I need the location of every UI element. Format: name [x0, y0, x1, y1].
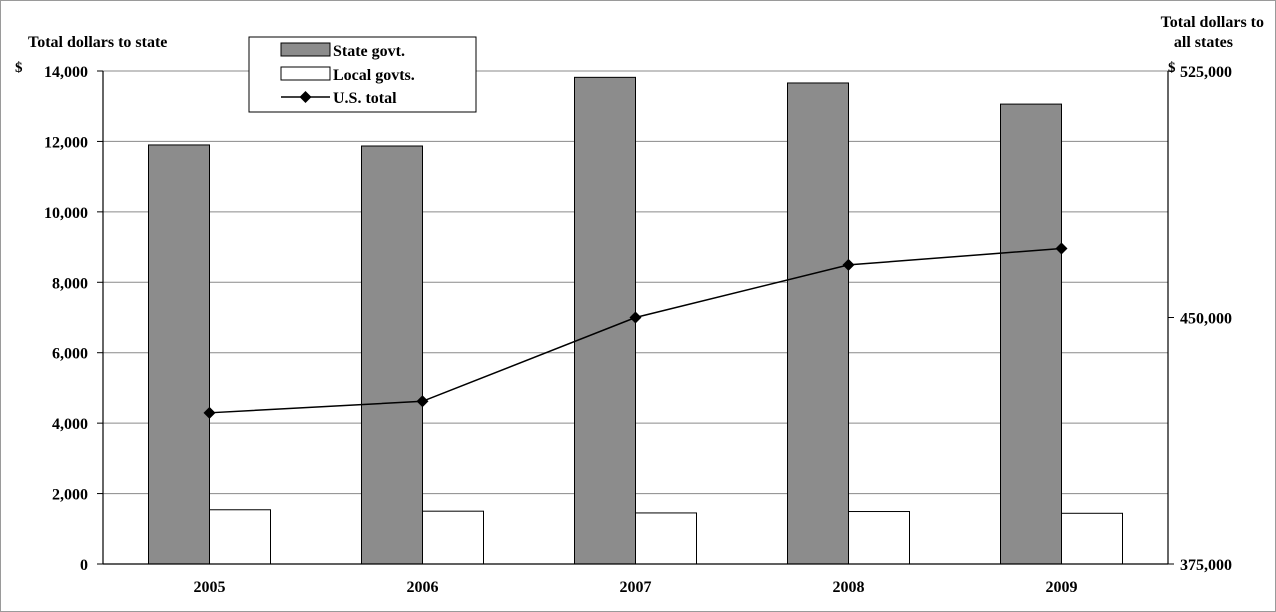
right-tick-label: 375,000: [1180, 557, 1232, 574]
bar-state: [148, 144, 210, 565]
us-total-point: [416, 395, 429, 408]
y-left-label: Total dollars to state: [28, 34, 167, 51]
bar-local: [209, 509, 271, 565]
left-tick-label: 2,000: [52, 487, 88, 504]
legend-marker-diamond: [299, 91, 312, 103]
legend-label-local: Local govts.: [333, 67, 415, 84]
y-right-label-line2: all states: [1174, 34, 1233, 51]
y-right-label-line1: Total dollars to: [1161, 14, 1264, 31]
left-tick-label: 0: [80, 557, 88, 574]
bar-local: [635, 512, 697, 565]
left-tick-label: 4,000: [52, 416, 88, 433]
bar-state: [574, 76, 636, 565]
bar-local: [422, 510, 484, 565]
bar-local: [848, 511, 910, 565]
legend-swatch-local: [280, 66, 331, 81]
x-tick-label: 2007: [620, 579, 652, 596]
legend: State govt. Local govts. U.S. total: [248, 36, 477, 113]
left-tick-label: 8,000: [52, 275, 88, 292]
bar-state: [787, 82, 849, 565]
left-tick-label: 14,000: [44, 64, 88, 81]
legend-swatch-state: [280, 42, 331, 57]
left-tick-label: 12,000: [44, 134, 88, 151]
legend-label-state: State govt.: [333, 43, 405, 60]
us-total-point: [203, 406, 216, 419]
x-tick-label: 2005: [194, 579, 226, 596]
us-total-point: [1055, 242, 1068, 255]
x-tick-label: 2006: [407, 579, 439, 596]
x-tick-label: 2008: [833, 579, 865, 596]
x-tick-label: 2009: [1046, 579, 1078, 596]
bars: [148, 76, 1123, 565]
tick-labels: 0 2,000 4,000 6,000 8,000 10,000 12,000 14,000 3…: [44, 64, 1232, 596]
bar-state: [1000, 103, 1062, 565]
us-total-point: [842, 258, 855, 271]
bar-local: [1061, 512, 1123, 565]
right-tick-label: 450,000: [1180, 311, 1232, 328]
bar-state: [361, 145, 423, 565]
right-tick-label: 525,000: [1180, 64, 1232, 81]
y-left-currency: $: [15, 60, 23, 76]
us-total-point: [629, 311, 642, 324]
left-tick-label: 6,000: [52, 346, 88, 363]
left-tick-label: 10,000: [44, 205, 88, 222]
axes: [102, 71, 1169, 565]
y-right-currency: $: [1168, 60, 1176, 76]
us-total-line: [203, 242, 1068, 419]
legend-label-us: U.S. total: [333, 90, 397, 107]
